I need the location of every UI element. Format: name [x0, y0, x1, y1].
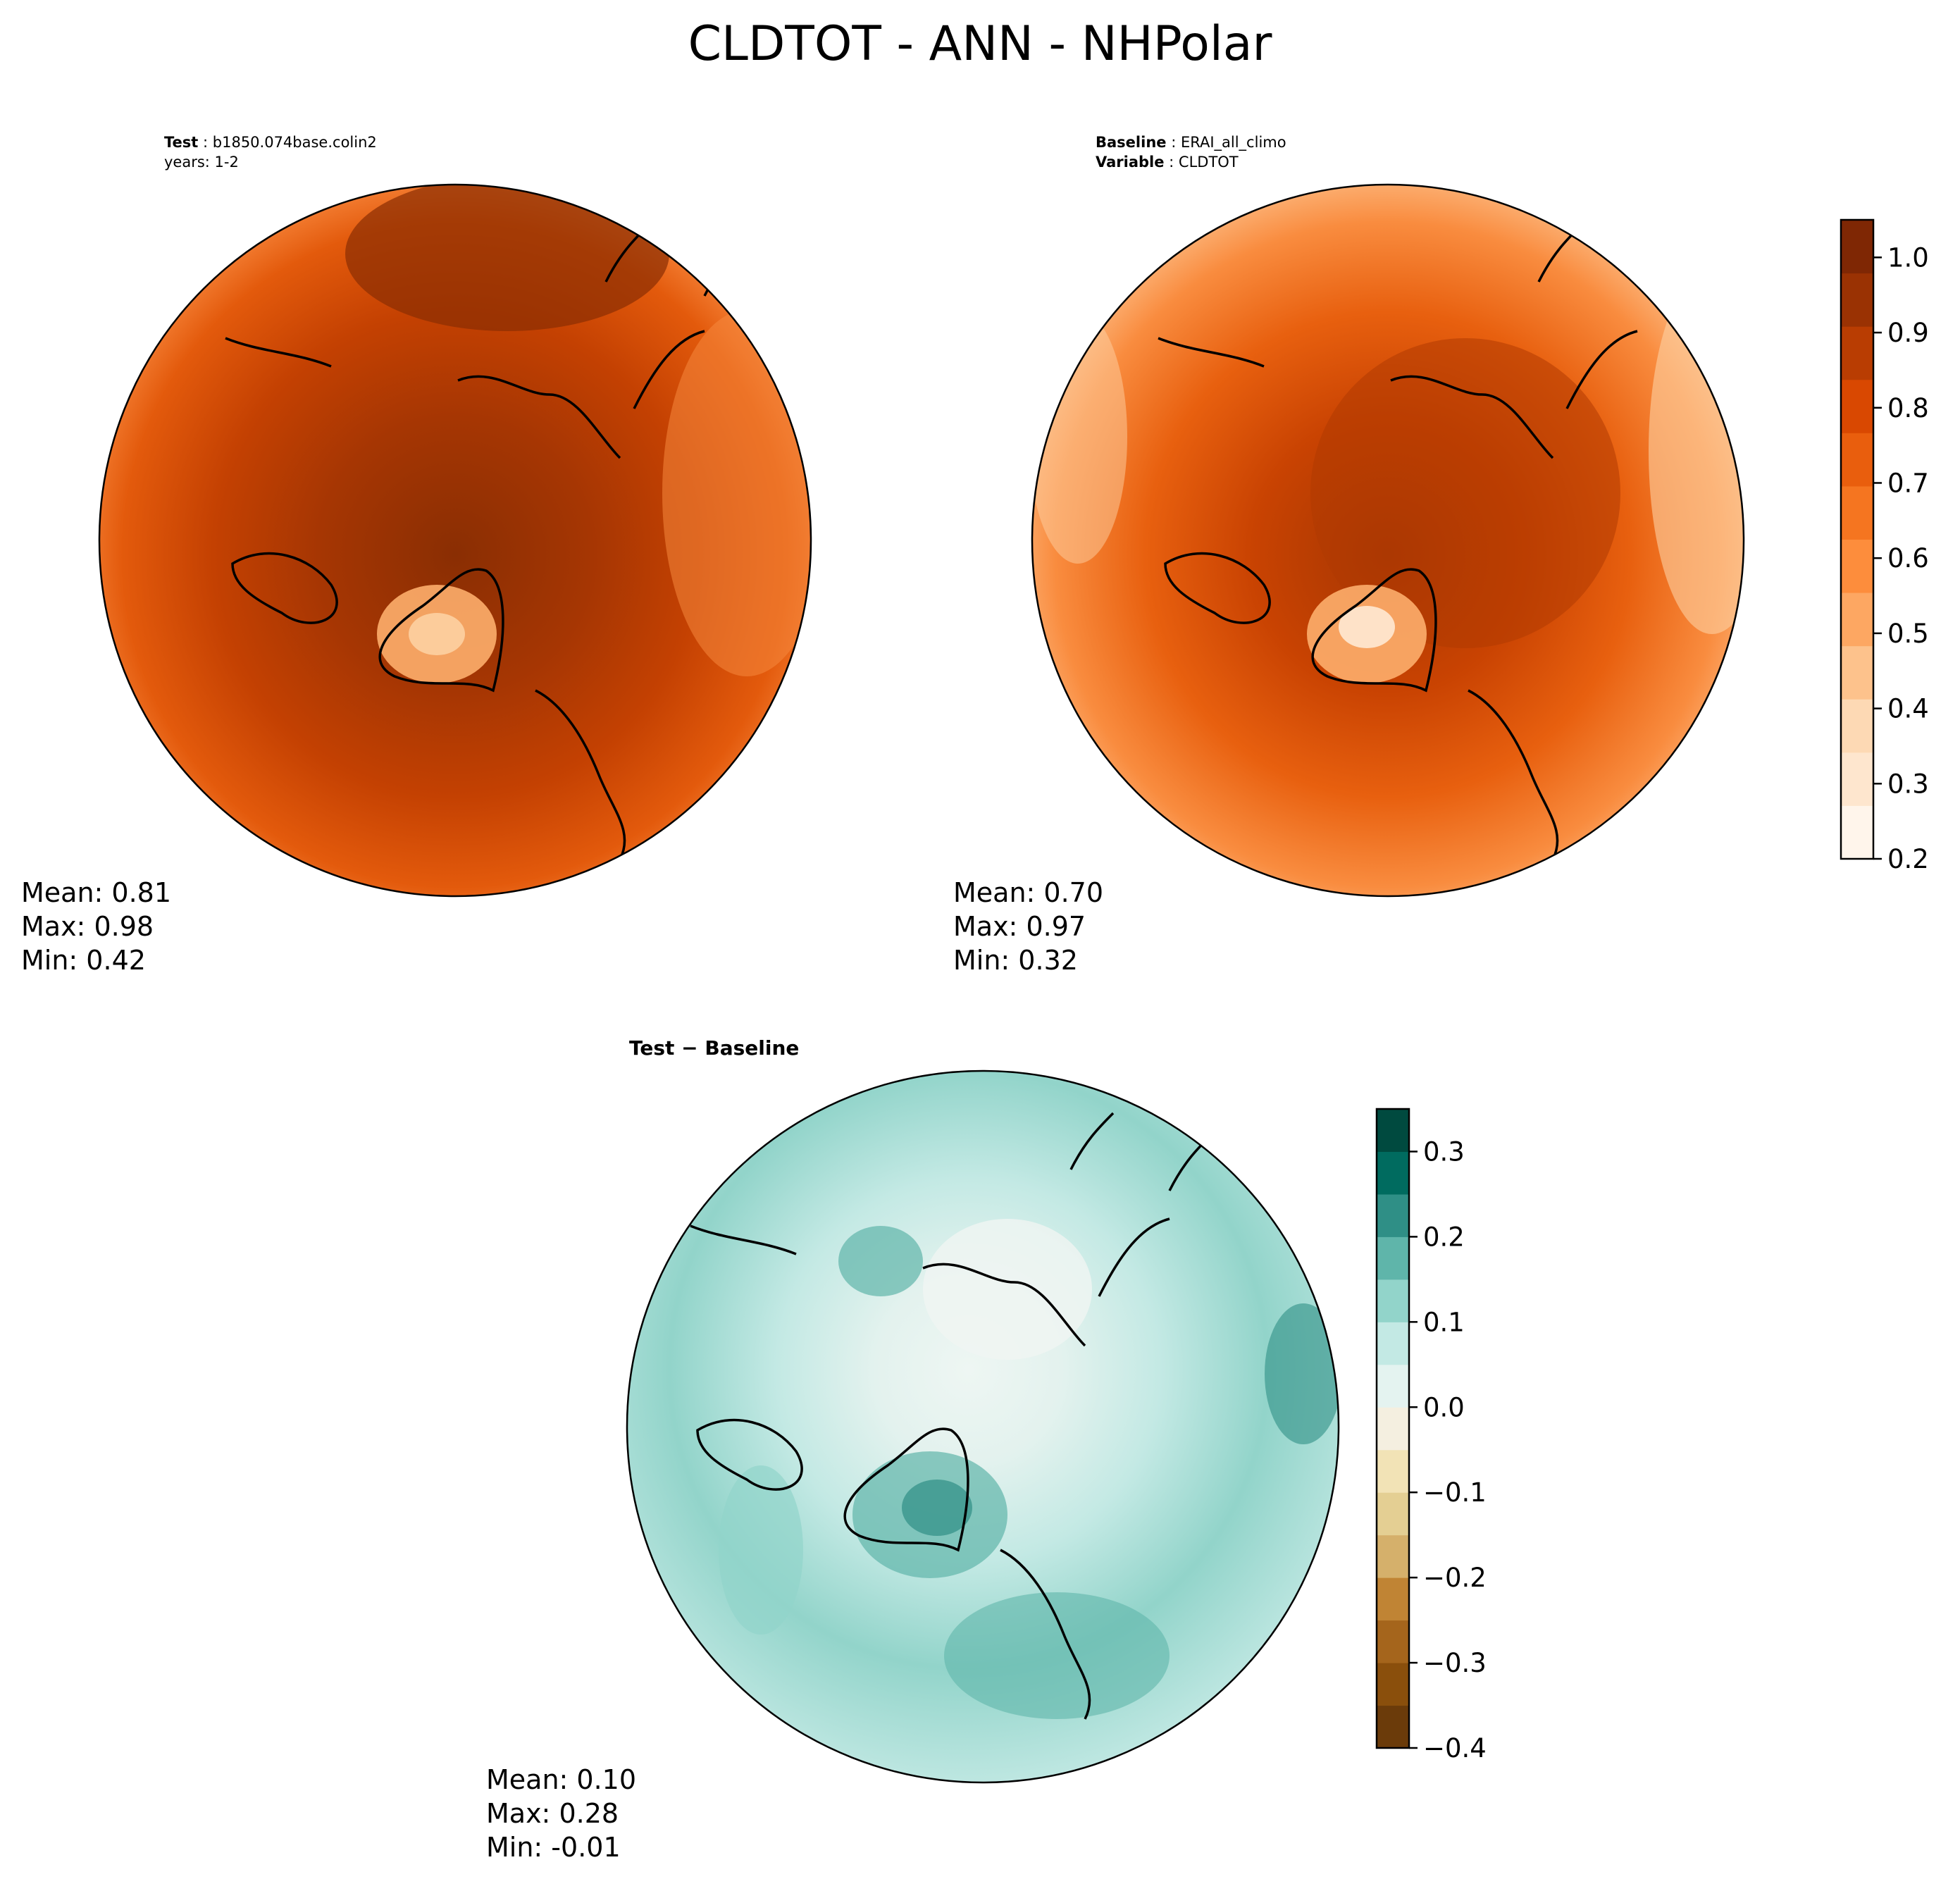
baseline-stats: Mean: 0.70 Max: 0.97 Min: 0.32 — [953, 876, 1103, 977]
difference-colorbar-tick-label: 0.2 — [1423, 1222, 1465, 1252]
baseline-colorbar: 0.2 0.3 0.4 0.5 0.6 0.7 0.8 0.9 1.0 — [1840, 218, 1929, 874]
difference-stat-min: Min: -0.01 — [486, 1832, 621, 1863]
difference-colorbar-segment — [1377, 1705, 1409, 1749]
difference-stat-max: Max: 0.28 — [486, 1798, 619, 1829]
difference-colorbar-segment — [1377, 1449, 1409, 1493]
baseline-colorbar-segment — [1841, 752, 1873, 806]
difference-colorbar-frame — [1375, 1108, 1410, 1749]
difference-map-coastlines — [690, 1112, 1213, 1720]
baseline-colorbar-frame — [1840, 218, 1875, 860]
difference-colorbar-segment — [1377, 1151, 1409, 1195]
test-header-key: Test — [164, 134, 199, 151]
baseline-colorbar-tick-label: 0.8 — [1887, 393, 1929, 423]
difference-colorbar-segment — [1377, 1534, 1409, 1578]
baseline-stat-mean: Mean: 0.70 — [953, 877, 1104, 908]
test-map — [98, 183, 812, 898]
baseline-colorbar-segment — [1841, 433, 1873, 487]
test-header-value: b1850.074base.colin2 — [212, 134, 377, 151]
difference-map — [626, 1069, 1340, 1784]
difference-colorbar-tick-label: −0.4 — [1423, 1733, 1487, 1763]
difference-map-greenland-high — [902, 1480, 972, 1536]
baseline-header-value: ERAI_all_climo — [1180, 134, 1286, 151]
baseline-header-variable-value: CLDTOT — [1178, 154, 1239, 170]
baseline-colorbar-tick-label: 0.4 — [1887, 694, 1929, 724]
figure-title: CLDTOT - ANN - NHPolar — [688, 16, 1272, 72]
difference-colorbar-segment — [1377, 1322, 1409, 1365]
test-header: Test : b1850.074base.colin2 years: 1-2 — [164, 134, 377, 170]
difference-colorbar-segment — [1377, 1663, 1409, 1706]
test-map-boundary — [98, 183, 812, 898]
baseline-stat-min: Min: 0.32 — [953, 945, 1078, 976]
test-stat-min: Min: 0.42 — [21, 945, 146, 976]
test-map-field — [99, 185, 811, 896]
difference-stats: Mean: 0.10 Max: 0.28 Min: -0.01 — [486, 1763, 636, 1864]
difference-colorbar-segment — [1377, 1109, 1409, 1152]
test-map-coastlines — [225, 224, 748, 860]
difference-colorbar: −0.4 −0.3 −0.2 −0.1 0.0 0.1 0.2 0.3 — [1375, 1108, 1487, 1763]
difference-colorbar-tick-label: −0.2 — [1423, 1563, 1487, 1593]
baseline-colorbar-tick-label: 0.6 — [1887, 543, 1929, 573]
baseline-header-key: Baseline — [1096, 134, 1167, 151]
baseline-colorbar-segment — [1841, 220, 1873, 274]
baseline-colorbar-tick-label: 0.3 — [1887, 769, 1929, 799]
baseline-colorbar-segment — [1841, 645, 1873, 700]
baseline-map-boundary — [1031, 183, 1745, 898]
difference-colorbar-segment — [1377, 1620, 1409, 1663]
difference-colorbar-segment — [1377, 1279, 1409, 1322]
baseline-header: Baseline : ERAI_all_climo Variable : CLD… — [1096, 134, 1286, 170]
baseline-stat-max: Max: 0.97 — [953, 911, 1086, 942]
difference-colorbar-segment — [1377, 1492, 1409, 1536]
test-stats: Mean: 0.81 Max: 0.98 Min: 0.42 — [21, 876, 171, 977]
difference-colorbar-tick-label: 0.3 — [1423, 1136, 1465, 1167]
baseline-colorbar-segment — [1841, 273, 1873, 327]
difference-colorbar-segment — [1377, 1236, 1409, 1280]
baseline-colorbar-segment — [1841, 379, 1873, 433]
baseline-colorbar-segment — [1841, 593, 1873, 647]
difference-colorbar-tick-label: −0.3 — [1423, 1648, 1487, 1678]
baseline-colorbar-tick-label: 0.9 — [1887, 318, 1929, 348]
baseline-colorbar-segment — [1841, 539, 1873, 593]
difference-colorbar-segment — [1377, 1364, 1409, 1408]
baseline-map-coastlines — [1158, 224, 1638, 860]
test-header-years: years: 1-2 — [164, 154, 239, 170]
baseline-colorbar-tick-label: 1.0 — [1887, 242, 1929, 273]
baseline-header-variable-key: Variable — [1096, 154, 1165, 170]
baseline-colorbar-segment — [1841, 326, 1873, 380]
baseline-colorbar-segment — [1841, 699, 1873, 753]
difference-colorbar-segment — [1377, 1407, 1409, 1451]
baseline-colorbar-segment — [1841, 485, 1873, 540]
baseline-colorbar-tick-label: 0.2 — [1887, 844, 1929, 874]
difference-stat-mean: Mean: 0.10 — [486, 1764, 637, 1795]
baseline-map — [1031, 183, 1745, 898]
difference-colorbar-tick-label: 0.0 — [1423, 1392, 1465, 1422]
test-stat-max: Max: 0.98 — [21, 911, 154, 942]
baseline-colorbar-tick-label: 0.5 — [1887, 619, 1929, 649]
difference-map-field — [627, 1071, 1339, 1782]
difference-colorbar-segment — [1377, 1577, 1409, 1621]
difference-title: Test − Baseline — [629, 1036, 800, 1060]
difference-colorbar-tick-label: −0.1 — [1423, 1477, 1487, 1508]
difference-colorbar-tick-label: 0.1 — [1423, 1307, 1465, 1337]
baseline-colorbar-segment — [1841, 805, 1873, 860]
difference-map-boundary — [626, 1069, 1340, 1784]
test-stat-mean: Mean: 0.81 — [21, 877, 172, 908]
difference-colorbar-segment — [1377, 1193, 1409, 1237]
baseline-colorbar-tick-label: 0.7 — [1887, 468, 1929, 498]
